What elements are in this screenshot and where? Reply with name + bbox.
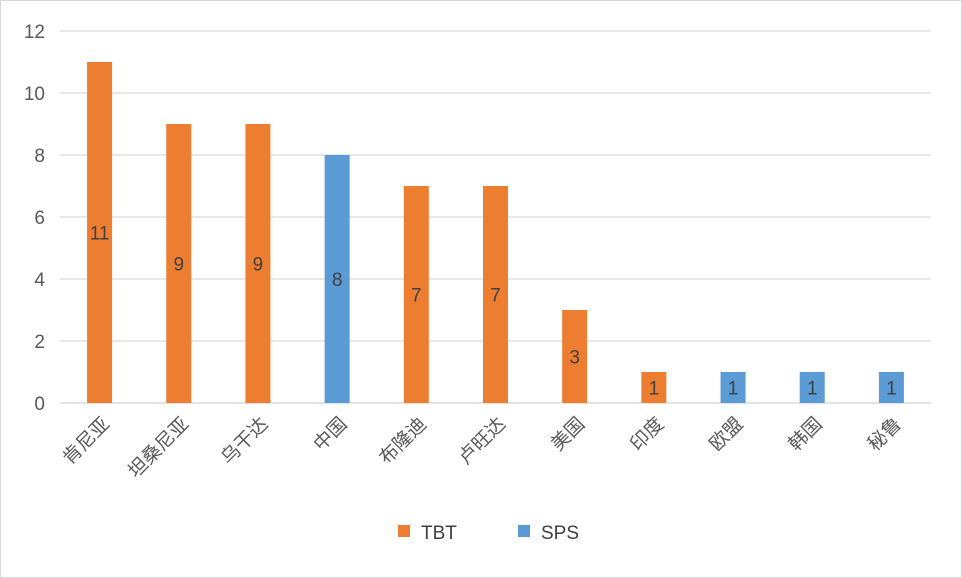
bar-tbt (166, 124, 192, 403)
x-axis-categories: 肯尼亚 坦桑尼亚 乌干达 中国 布隆迪 卢旺达 美国 印度 欧盟 韩国 秘鲁 (58, 413, 906, 482)
bar-sps (799, 372, 825, 403)
data-label: 1 (649, 379, 660, 400)
x-category-label: 秘鲁 (864, 413, 906, 455)
bar-sps (324, 155, 350, 403)
data-label: 7 (411, 286, 422, 307)
data-label: 3 (569, 348, 580, 369)
x-category-label: 肯尼亚 (58, 413, 114, 469)
x-category-label: 布隆迪 (375, 413, 431, 469)
x-category-label: 卢旺达 (454, 413, 510, 469)
bar-tbt (562, 310, 588, 403)
bar-tbt (87, 62, 113, 403)
y-tick-label: 12 (24, 22, 45, 43)
y-tick-label: 4 (34, 270, 45, 291)
legend-swatch-sps (518, 525, 530, 537)
legend-swatch-tbt (398, 525, 410, 537)
x-category-label: 乌干达 (217, 413, 273, 469)
bar-tbt (483, 186, 508, 403)
bar-sps (720, 372, 746, 403)
data-label: 7 (490, 286, 501, 307)
x-category-label: 坦桑尼亚 (124, 413, 193, 482)
bar-tbt (245, 124, 271, 403)
data-label: 9 (253, 255, 264, 276)
data-labels: 119 987 731 1 1 1 (90, 224, 897, 400)
y-tick-label: 6 (34, 208, 45, 229)
legend: TBT SPS (398, 523, 579, 544)
x-category-label: 印度 (626, 413, 668, 455)
y-axis-ticks: 0 2 4 6 8 10 12 (24, 22, 46, 415)
x-category-label: 韩国 (784, 413, 826, 455)
y-tick-label: 10 (24, 84, 45, 105)
x-category-label: 美国 (547, 413, 589, 455)
x-category-label: 欧盟 (705, 413, 747, 455)
y-tick-label: 2 (34, 332, 45, 353)
data-label: 9 (173, 255, 184, 276)
data-label: 1 (886, 379, 897, 400)
bars (87, 62, 904, 403)
data-label: 1 (807, 379, 818, 400)
y-tick-label: 8 (34, 146, 45, 167)
data-label: 8 (332, 270, 343, 291)
legend-label-tbt: TBT (421, 523, 457, 544)
data-label: 1 (728, 379, 739, 400)
x-category-label: 中国 (309, 413, 351, 455)
bar-tbt (403, 186, 429, 403)
legend-label-sps: SPS (541, 523, 579, 544)
bar-sps (878, 372, 904, 403)
data-label: 11 (90, 224, 110, 245)
gridlines (60, 30, 931, 404)
bar-tbt (641, 372, 667, 403)
y-tick-label: 0 (34, 394, 45, 415)
